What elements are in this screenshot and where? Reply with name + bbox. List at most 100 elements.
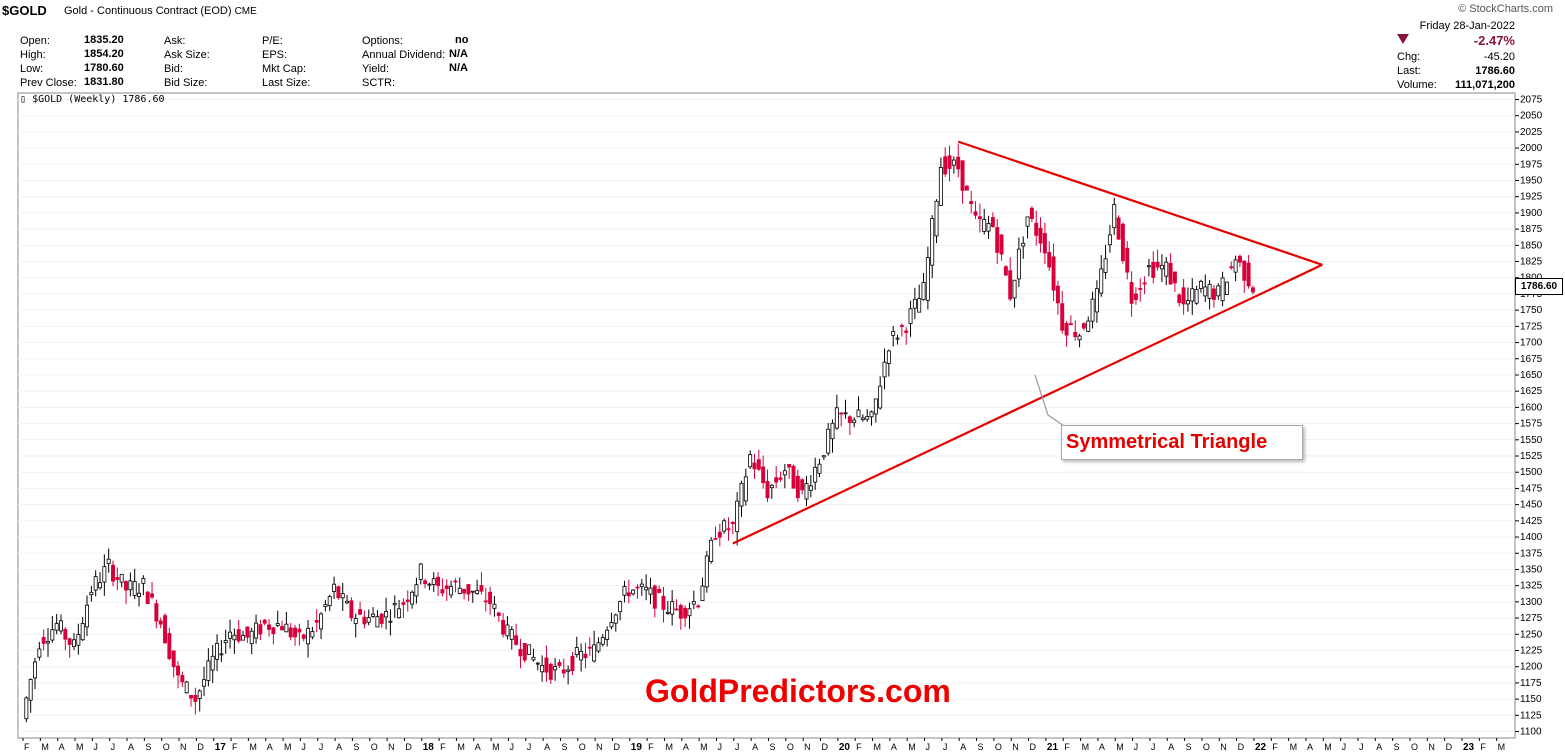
candle-down [717, 531, 722, 538]
candle-up [687, 608, 692, 617]
high-value: 1854.20 [84, 48, 124, 60]
percent-change: -2.47% [1473, 33, 1515, 48]
annual-dividend-value: N/A [449, 48, 468, 60]
low-value: 1780.60 [84, 62, 124, 74]
y-tick-label: 1625 [1520, 386, 1543, 397]
candle-up [527, 644, 532, 655]
candle-up [232, 634, 237, 641]
candle-up [821, 455, 826, 458]
candle-up [605, 629, 610, 640]
candle-down [1116, 217, 1121, 240]
candle-up [80, 623, 85, 641]
candle-down [847, 416, 852, 423]
candle-up [319, 613, 324, 630]
candle-down [514, 635, 519, 645]
candle-down [245, 626, 250, 638]
pe-label: P/E: [262, 35, 283, 47]
candle-down [800, 479, 805, 491]
candle-down [180, 675, 185, 683]
x-month-label: O [1411, 742, 1418, 752]
candle-down [583, 653, 588, 659]
candle-down [1142, 282, 1147, 285]
eps-label: EPS: [262, 49, 288, 61]
x-month-label: M [665, 742, 673, 752]
candle-down [1029, 207, 1034, 219]
candle-down [1172, 271, 1177, 284]
candle-down [150, 593, 154, 598]
x-month-label: O [995, 742, 1002, 752]
candle-up [414, 584, 419, 597]
down-arrow-icon [1397, 34, 1409, 48]
y-tick-label: 1425 [1520, 516, 1543, 527]
trendline-upper [957, 140, 1323, 266]
y-tick-label: 1350 [1520, 564, 1543, 575]
candle-up [817, 463, 822, 474]
x-month-label: M [284, 742, 292, 752]
candle-up [431, 578, 436, 585]
candle-up [46, 641, 50, 644]
candle-down [795, 475, 800, 499]
candle-down [401, 602, 406, 605]
x-month-label: A [960, 742, 966, 752]
candle-up [852, 419, 857, 423]
candle-down [587, 646, 592, 649]
candle-up [1021, 242, 1026, 247]
y-tick-label: 1250 [1520, 629, 1543, 640]
chg-label: Chg: [1397, 51, 1421, 63]
mkt-cap-label: Mkt Cap: [262, 63, 307, 75]
candle-up [340, 593, 345, 599]
candle-down [436, 576, 441, 586]
candle-down [444, 585, 449, 590]
candle-up [579, 650, 584, 661]
candle-down [1073, 332, 1078, 338]
candle-up [1224, 281, 1229, 296]
candle-down [167, 633, 172, 659]
y-tick-label: 1800 [1520, 273, 1543, 284]
x-month-label: A [752, 742, 758, 752]
candle-down [522, 643, 527, 661]
candle-up [743, 476, 748, 502]
candle-up [1190, 288, 1195, 302]
candle-down [1060, 303, 1065, 331]
y-tick-label: 1900 [1520, 208, 1543, 219]
candle-down [904, 330, 909, 333]
y-tick-label: 1650 [1520, 370, 1543, 381]
candle-up [873, 398, 878, 415]
x-month-label: O [579, 742, 586, 752]
candle-down [466, 584, 471, 595]
y-tick-label: 1500 [1520, 467, 1543, 478]
candle-down [124, 581, 128, 591]
candle-up [722, 520, 727, 532]
y-tick-label: 1850 [1520, 240, 1543, 251]
candle-up [886, 350, 891, 364]
x-month-label: O [371, 742, 378, 752]
candle-up [1207, 283, 1212, 299]
candle-down [488, 591, 493, 604]
y-axis: 1100 1125 1150 1175 1200 1225 1250 1275 1300 1325… [1515, 94, 1543, 738]
y-tick-label: 1225 [1520, 645, 1543, 656]
candle-up [869, 411, 874, 418]
candle-down [1168, 262, 1173, 285]
candle-down [496, 612, 501, 616]
candle-down [176, 665, 181, 676]
x-month-label: D [197, 742, 204, 752]
candle-down [999, 234, 1004, 255]
candle-down [774, 477, 779, 483]
candle-up [670, 601, 675, 615]
candle-down [271, 627, 276, 635]
candle-up [28, 679, 33, 701]
candle-down [726, 528, 731, 531]
annotation-pointer [1034, 374, 1065, 427]
x-month-label: M [457, 742, 465, 752]
y-tick-label: 1725 [1520, 321, 1543, 332]
candle-up [700, 585, 705, 602]
x-month-label: M [41, 742, 49, 752]
candle-down [548, 663, 553, 680]
candle-up [33, 661, 37, 679]
candle-up [908, 308, 913, 324]
x-month-label: F [440, 742, 446, 752]
y-tick-label: 1100 [1520, 727, 1542, 738]
candle-down [258, 624, 263, 635]
sctr-label: SCTR: [362, 77, 395, 89]
